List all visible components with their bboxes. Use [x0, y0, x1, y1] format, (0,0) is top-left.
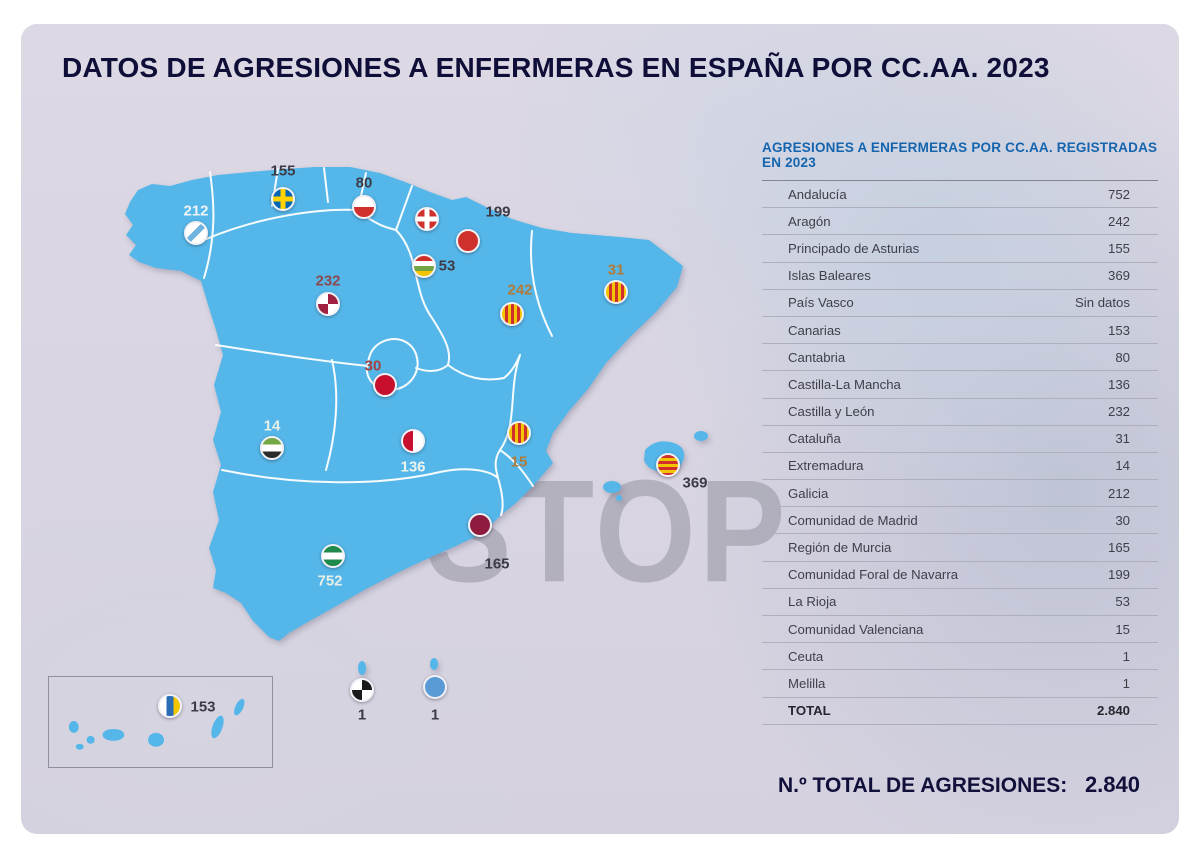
la-gomera-island — [86, 735, 95, 744]
table-row: Cataluña 31 — [762, 426, 1158, 453]
region-name: Andalucía — [788, 186, 847, 202]
region-name: Extremadura — [788, 458, 864, 474]
region-name: Canarias — [788, 322, 841, 338]
table-row: Comunidad Valenciana 15 — [762, 616, 1158, 644]
region-value: 1 — [1122, 648, 1130, 664]
region-value: 369 — [1107, 268, 1130, 284]
la-palma-island — [68, 721, 79, 733]
region-value: 752 — [1107, 186, 1130, 202]
region-value: 212 — [1107, 485, 1130, 501]
lanzarote-island — [234, 698, 245, 716]
region-value: 199 — [1107, 567, 1130, 583]
region-name: Región de Murcia — [788, 540, 892, 556]
spain-map — [125, 167, 708, 675]
table-row: Melilla 1 — [762, 670, 1158, 698]
region-value: Sin datos — [1075, 295, 1130, 311]
table-row: Extremadura 14 — [762, 453, 1158, 481]
region-value: 53 — [1115, 594, 1130, 610]
region-value: 80 — [1115, 349, 1130, 365]
table-row: Castilla y León 232 — [762, 399, 1158, 426]
balearic-islands — [603, 431, 708, 501]
region-name: Principado de Asturias — [788, 240, 920, 256]
table-row: Aragón 242 — [762, 208, 1158, 236]
region-name: Aragón — [788, 213, 831, 229]
region-name: Ceuta — [788, 648, 824, 664]
region-value: 15 — [1115, 621, 1130, 637]
canary-islands-box — [48, 676, 273, 768]
table-row: Andalucía 752 — [762, 181, 1158, 209]
region-value: 232 — [1107, 404, 1130, 420]
total-label: TOTAL — [788, 703, 831, 719]
table-row: Castilla-La Mancha 136 — [762, 371, 1158, 399]
region-value: 136 — [1107, 376, 1130, 392]
melilla-territory — [430, 658, 438, 670]
table-row: Ceuta 1 — [762, 643, 1158, 671]
mallorca-island — [644, 441, 685, 472]
region-name: Melilla — [788, 675, 826, 691]
region-value: 242 — [1107, 213, 1130, 229]
spain-mainland — [125, 167, 683, 641]
grand-total-label: N.º TOTAL DE AGRESIONES: — [778, 774, 1068, 797]
region-value: 14 — [1115, 458, 1130, 474]
region-name: La Rioja — [788, 594, 837, 610]
table-row: Principado de Asturias 155 — [762, 235, 1158, 263]
region-name: Cataluña — [788, 431, 841, 447]
region-value: 30 — [1115, 512, 1130, 528]
grand-total: N.º TOTAL DE AGRESIONES: 2.840 — [762, 772, 1158, 798]
table-row: Canarias 153 — [762, 317, 1158, 345]
region-value: 1 — [1122, 675, 1130, 691]
region-value: 165 — [1107, 540, 1130, 556]
region-borders — [203, 167, 553, 516]
region-name: Galicia — [788, 485, 829, 501]
table-row: Galicia 212 — [762, 480, 1158, 508]
table-row: Comunidad Foral de Navarra 199 — [762, 562, 1158, 589]
fuerteventura-island — [211, 715, 224, 739]
region-value: 155 — [1107, 240, 1130, 256]
ceuta-territory — [358, 661, 366, 675]
total-value: 2.840 — [1096, 703, 1130, 719]
region-value: 31 — [1115, 431, 1130, 447]
canary-islands-map — [68, 698, 245, 750]
table-row: Comunidad de Madrid 30 — [762, 507, 1158, 535]
aggressions-table: AGRESIONES A ENFERMERAS POR CC.AA. REGIS… — [762, 140, 1158, 725]
grand-total-value: 2.840 — [1084, 772, 1140, 797]
table-row: Región de Murcia 165 — [762, 534, 1158, 562]
el-hierro-island — [75, 743, 84, 750]
gran-canaria-island — [148, 732, 164, 747]
region-name: Islas Baleares — [788, 268, 871, 284]
background — [21, 24, 1179, 834]
table-row: Cantabria 80 — [762, 344, 1158, 372]
ibiza-island — [603, 481, 621, 493]
region-name: Castilla-La Mancha — [788, 376, 901, 392]
table-row: La Rioja 53 — [762, 589, 1158, 616]
formentera-island — [616, 495, 622, 501]
region-name: Comunidad de Madrid — [788, 512, 918, 528]
aggressions-table-body: Andalucía 752 Aragón 242 Principado de Astur… — [762, 180, 1158, 698]
tenerife-island — [102, 728, 125, 741]
region-name: Cantabria — [788, 349, 846, 365]
page-title: DATOS DE AGRESIONES A ENFERMERAS EN ESPA… — [62, 52, 1050, 83]
region-value: 153 — [1107, 322, 1130, 338]
region-name: Comunidad Valenciana — [788, 621, 924, 637]
table-row: Islas Baleares 369 — [762, 263, 1158, 290]
table-row: País Vasco Sin datos — [762, 290, 1158, 317]
table-title: AGRESIONES A ENFERMERAS POR CC.AA. REGIS… — [762, 140, 1158, 170]
menorca-island — [694, 431, 708, 441]
region-name: País Vasco — [788, 295, 854, 311]
region-name: Comunidad Foral de Navarra — [788, 567, 959, 583]
table-total-row: TOTAL 2.840 — [762, 698, 1158, 725]
region-name: Castilla y León — [788, 404, 875, 420]
